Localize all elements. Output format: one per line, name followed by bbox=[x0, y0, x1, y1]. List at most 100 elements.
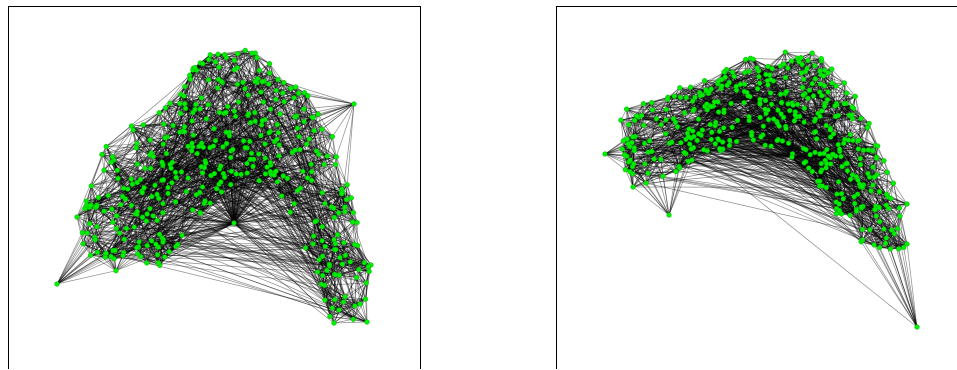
graph-node bbox=[190, 208, 195, 213]
graph-node bbox=[219, 79, 224, 84]
graph-node bbox=[268, 107, 273, 112]
graph-node bbox=[224, 130, 229, 135]
graph-node bbox=[263, 172, 268, 177]
graph-node bbox=[87, 221, 92, 226]
graph-node bbox=[188, 77, 193, 82]
graph-node bbox=[332, 297, 337, 302]
graph-node bbox=[94, 204, 99, 209]
graph-node bbox=[364, 281, 369, 286]
graph-node bbox=[106, 193, 111, 198]
graph-node bbox=[140, 190, 145, 195]
graph-node bbox=[124, 226, 129, 231]
graph-node bbox=[248, 157, 253, 162]
graph-node bbox=[134, 245, 139, 250]
graph-node bbox=[352, 242, 357, 247]
graph-node bbox=[302, 107, 307, 112]
graph-node bbox=[198, 211, 203, 216]
graph-node bbox=[259, 90, 264, 95]
graph-node bbox=[260, 118, 265, 123]
graph-node bbox=[293, 115, 298, 120]
graph-node bbox=[249, 151, 254, 156]
graph-node bbox=[208, 201, 213, 206]
graph-node bbox=[351, 210, 356, 215]
graph-node bbox=[268, 160, 273, 165]
graph-node bbox=[366, 264, 371, 269]
graph-node bbox=[325, 268, 330, 273]
graph-node bbox=[213, 138, 218, 143]
graph-node bbox=[339, 191, 344, 196]
graph-node bbox=[216, 52, 221, 57]
graph-node bbox=[233, 114, 238, 119]
graph-node bbox=[295, 188, 300, 193]
graph-node bbox=[122, 237, 127, 242]
graph-node bbox=[109, 160, 114, 165]
graph-node bbox=[167, 249, 172, 254]
graph-node bbox=[134, 146, 139, 151]
graph-node bbox=[303, 246, 308, 251]
graph-node bbox=[362, 260, 367, 265]
graph-node bbox=[276, 77, 281, 82]
graph-node bbox=[352, 304, 357, 309]
graph-node bbox=[85, 231, 90, 236]
graph-node bbox=[212, 171, 217, 176]
graph-node bbox=[274, 88, 279, 93]
graph-node bbox=[255, 55, 260, 60]
graph-node bbox=[156, 196, 161, 201]
graph-node bbox=[169, 166, 174, 171]
graph-node bbox=[342, 205, 347, 210]
graph-node bbox=[365, 320, 370, 325]
graph-node bbox=[363, 297, 368, 302]
graph-node bbox=[228, 182, 233, 187]
graph-node bbox=[199, 95, 204, 100]
graph-node bbox=[102, 168, 107, 173]
graph-node bbox=[191, 133, 196, 138]
graph-node bbox=[137, 239, 142, 244]
graph-node bbox=[129, 203, 134, 208]
graph-node bbox=[331, 206, 336, 211]
graph-node bbox=[279, 194, 284, 199]
graph-node bbox=[305, 94, 310, 99]
graph-node bbox=[328, 314, 333, 319]
graph-node bbox=[151, 154, 156, 159]
graph-node bbox=[166, 191, 171, 196]
graph-node bbox=[334, 154, 339, 159]
graph-node bbox=[298, 147, 303, 152]
graph-node bbox=[81, 241, 86, 246]
graph-node bbox=[332, 321, 337, 326]
graph-node bbox=[323, 244, 328, 249]
graph-node bbox=[199, 164, 204, 169]
graph-node bbox=[184, 189, 189, 194]
graph-node bbox=[131, 128, 136, 133]
graph-node bbox=[285, 176, 290, 181]
graph-node bbox=[300, 169, 305, 174]
graph-node bbox=[156, 260, 161, 265]
graph-node bbox=[200, 61, 205, 66]
graph-node bbox=[200, 171, 205, 176]
graph-node bbox=[206, 102, 211, 107]
graph-node bbox=[320, 190, 325, 195]
graph-node bbox=[320, 238, 325, 243]
graph-node bbox=[251, 164, 256, 169]
graph-node bbox=[135, 162, 140, 167]
graph-node bbox=[139, 254, 144, 259]
graph-node bbox=[100, 152, 105, 157]
graph-node bbox=[179, 170, 184, 175]
graph-node bbox=[157, 232, 162, 237]
graph-node bbox=[55, 282, 60, 287]
graph-node bbox=[145, 243, 150, 248]
graph-node bbox=[125, 187, 130, 192]
graph-node bbox=[206, 77, 211, 82]
graph-node bbox=[161, 142, 166, 147]
graph-node bbox=[149, 194, 154, 199]
graph-node bbox=[281, 91, 286, 96]
graph-node bbox=[104, 251, 109, 256]
graph-node bbox=[320, 224, 325, 229]
graph-node bbox=[309, 178, 314, 183]
graph-node bbox=[130, 182, 135, 187]
graph-node bbox=[335, 232, 340, 237]
graph-node bbox=[232, 58, 237, 63]
graph-node bbox=[186, 144, 191, 149]
graph-node bbox=[253, 119, 258, 124]
graph-edge bbox=[336, 104, 354, 157]
graph-node bbox=[358, 302, 363, 307]
